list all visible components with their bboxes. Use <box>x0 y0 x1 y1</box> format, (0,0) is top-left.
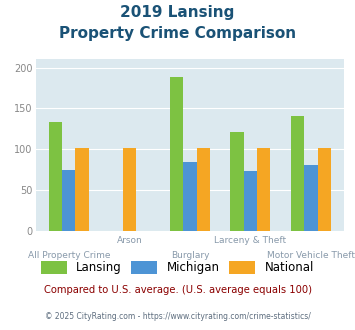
Bar <box>76 148 89 231</box>
Text: Compared to U.S. average. (U.S. average equals 100): Compared to U.S. average. (U.S. average … <box>44 285 311 295</box>
Text: All Property Crime: All Property Crime <box>28 251 110 260</box>
Text: © 2025 CityRating.com - https://www.cityrating.com/crime-statistics/: © 2025 CityRating.com - https://www.city… <box>45 312 310 321</box>
Text: 2019 Lansing: 2019 Lansing <box>120 5 235 20</box>
Bar <box>291 116 304 231</box>
Bar <box>62 170 76 231</box>
Bar <box>49 122 62 231</box>
Bar <box>230 132 244 231</box>
Text: Property Crime Comparison: Property Crime Comparison <box>59 26 296 41</box>
Bar <box>197 148 210 231</box>
Legend: Lansing, Michigan, National: Lansing, Michigan, National <box>35 255 320 280</box>
Bar <box>183 162 197 231</box>
Bar <box>244 171 257 231</box>
Text: Arson: Arson <box>116 236 142 245</box>
Bar <box>257 148 271 231</box>
Bar <box>318 148 331 231</box>
Text: Motor Vehicle Theft: Motor Vehicle Theft <box>267 251 355 260</box>
Bar <box>304 165 318 231</box>
Text: Larceny & Theft: Larceny & Theft <box>214 236 286 245</box>
Bar <box>170 77 183 231</box>
Text: Burglary: Burglary <box>171 251 209 260</box>
Bar <box>123 148 136 231</box>
